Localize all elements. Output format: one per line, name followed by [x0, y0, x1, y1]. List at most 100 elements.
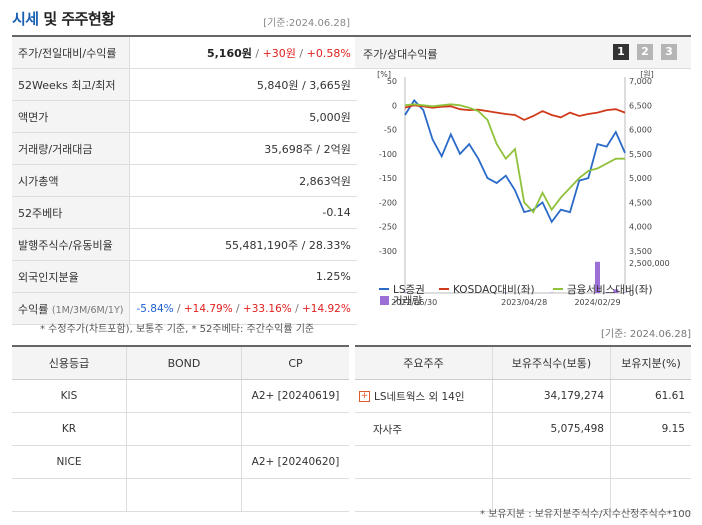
holder-name-cell: 자사주 — [355, 412, 493, 446]
title-rest: 및 주주현황 — [38, 10, 115, 28]
row-label: 52주베타 — [12, 196, 131, 229]
column-header: 보유지분(%) — [610, 346, 691, 380]
quote-info-table: 주가/전일대비/수익률 5,160원 / +30원 / +0.58% 52Wee… — [12, 35, 357, 325]
column-header: CP — [241, 346, 349, 380]
y-left-tick-label: -150 — [379, 174, 397, 183]
y-left-tick-label: -200 — [379, 198, 397, 207]
row-value: 5,000원 — [129, 100, 357, 133]
cp-cell — [241, 412, 349, 446]
y-right-tick-label: 3,500 — [629, 247, 652, 256]
shares-cell: 5,075,498 — [492, 412, 611, 446]
legend-label: 금융서비스대비(좌) — [567, 284, 652, 296]
table-row: 수익률 (1M/3M/6M/1Y) -5.84% / +14.79% / +33… — [12, 292, 357, 325]
stock-chart: [%] [원] 50 0 -50 -100 -150 -200 -250 -300 7,000 6,5… — [377, 70, 670, 307]
y-left-tick-label: -100 — [379, 150, 397, 159]
y-left-tick-label: -50 — [384, 126, 397, 135]
y-right-tick-label: 7,000 — [629, 77, 652, 86]
y-right-tick-label: 5,000 — [629, 174, 652, 183]
column-header: 주요주주 — [355, 346, 493, 380]
expand-plus-icon[interactable]: + — [359, 391, 370, 402]
table-header-row: 신용등급 BOND CP — [12, 346, 349, 380]
table-row: 외국인지분율 1.25% — [12, 260, 357, 293]
row-value: 5,840원 / 3,665원 — [129, 68, 357, 101]
table-row: + LS네트웍스 외 14인 34,179,274 61.61 — [355, 379, 691, 413]
column-header: 신용등급 — [12, 346, 127, 380]
y-right-tick-label: 4,500 — [629, 198, 652, 207]
volume-bar — [613, 289, 619, 293]
chart-page-3-button[interactable]: 3 — [661, 44, 677, 60]
y-left-tick-label: 50 — [387, 77, 397, 86]
row-label: 주가/전일대비/수익률 — [12, 36, 131, 69]
column-header: BOND — [126, 346, 242, 380]
returns-value: -5.84% / +14.79% / +33.16% / +14.92% — [129, 292, 357, 325]
row-value: 35,698주 / 2억원 — [129, 132, 357, 165]
pct-cell — [610, 445, 691, 479]
volume-tick-label: 0 — [629, 289, 634, 298]
legend-label: KOSDAQ대비(좌) — [453, 284, 535, 296]
bond-cell — [126, 478, 242, 512]
row-label: 52Weeks 최고/최저 — [12, 68, 131, 101]
chart-page-1-button[interactable]: 1 — [613, 44, 629, 60]
table-row — [355, 445, 691, 479]
chart-header: 주가/상대수익률 1 2 3 — [355, 37, 691, 69]
credit-rating-table: 신용등급 BOND CP KIS A2+ [20240619] KR NICE … — [12, 345, 349, 512]
holders-footnote: * 보유지분 : 보유지분주식수/지수산정주식수*100 — [480, 509, 691, 520]
table-row — [12, 478, 349, 512]
shares-cell: 34,179,274 — [492, 379, 611, 413]
price-change-rate: +0.58% — [306, 46, 351, 60]
volume-bar — [604, 292, 610, 293]
row-label: 거래량/거래대금 — [12, 132, 131, 165]
x-tick-label: 2023/04/28 — [501, 298, 547, 307]
table-row: 시가총액 2,863억원 — [12, 164, 357, 197]
chart-panel: 주가/상대수익률 1 2 3 [%] [원] 50 0 -50 -100 -150 -200 -… — [355, 35, 691, 313]
table-row: 액면가 5,000원 — [12, 100, 357, 133]
price: 5,160원 — [206, 46, 252, 60]
pct-cell: 9.15 — [610, 412, 691, 446]
bond-cell — [126, 379, 242, 413]
table-row: NICE A2+ [20240620] — [12, 445, 349, 479]
title-main: 시세 — [12, 10, 39, 28]
row-value: 1.25% — [129, 260, 357, 293]
agency-cell: KR — [12, 412, 127, 446]
cp-cell: A2+ [20240620] — [241, 445, 349, 479]
chart-title: 주가/상대수익률 — [363, 48, 438, 61]
row-label: 액면가 — [12, 100, 131, 133]
cp-cell — [241, 478, 349, 512]
table-row: 발행주식수/유동비율 55,481,190주 / 28.33% — [12, 228, 357, 261]
volume-tick-label: 2,500,000 — [629, 259, 670, 268]
legend-swatch — [380, 296, 389, 305]
volume-bar — [595, 261, 600, 293]
bond-cell — [126, 445, 242, 479]
y-right-tick-label: 6,000 — [629, 126, 652, 135]
holder-name-cell — [355, 445, 493, 479]
return-1y: +14.92% — [301, 302, 351, 315]
y-right-tick-label: 6,500 — [629, 101, 652, 110]
table-row: 주가/전일대비/수익률 5,160원 / +30원 / +0.58% — [12, 36, 357, 69]
holders-base-date: [기준: 2024.06.28] — [600, 329, 691, 340]
legend-label: 거래량 — [393, 295, 422, 307]
legend-label: LS증권 — [393, 284, 425, 296]
row-value: 2,863억원 — [129, 164, 357, 197]
table-row: 자사주 5,075,498 9.15 — [355, 412, 691, 446]
y-left-tick-label: -250 — [379, 223, 397, 232]
x-tick-label: 2022/06/30 — [391, 298, 437, 307]
agency-cell: NICE — [12, 445, 127, 479]
volume-bar — [402, 292, 408, 293]
series-line — [404, 98, 626, 224]
table-row: 거래량/거래대금 35,698주 / 2억원 — [12, 132, 357, 165]
return-3m: +14.79% — [183, 302, 233, 315]
y-left-tick-label: -300 — [379, 247, 397, 256]
y-right-tick-label: 4,000 — [629, 223, 652, 232]
agency-cell — [12, 478, 127, 512]
holder-name-cell[interactable]: + LS네트웍스 외 14인 — [355, 379, 493, 413]
return-1m: -5.84% — [136, 302, 174, 315]
agency-cell: KIS — [12, 379, 127, 413]
row-label: 발행주식수/유동비율 — [12, 228, 131, 261]
row-value: 55,481,190주 / 28.33% — [129, 228, 357, 261]
holder-name-cell — [355, 478, 493, 512]
left-unit-label: [%] — [377, 70, 391, 79]
chart-page-2-button[interactable]: 2 — [637, 44, 653, 60]
row-label: 시가총액 — [12, 164, 131, 197]
column-header: 보유주식수(보통) — [492, 346, 611, 380]
row-value: -0.14 — [129, 196, 357, 229]
